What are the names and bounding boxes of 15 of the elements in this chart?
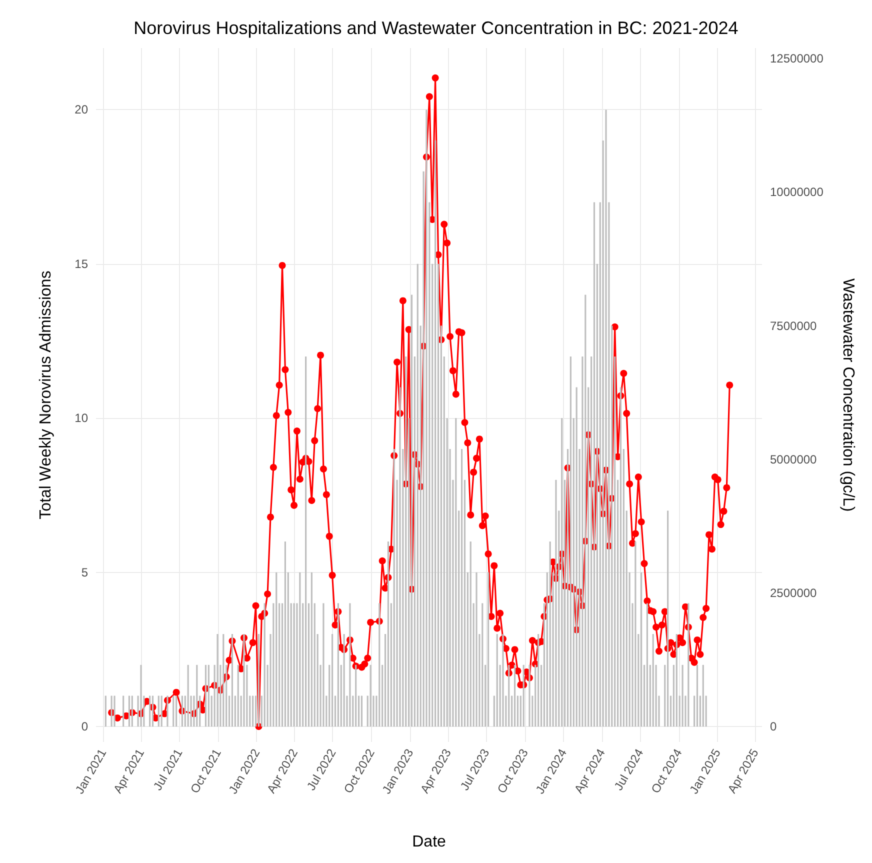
y-tick-label: 20 bbox=[74, 102, 88, 117]
y2-tick-label: 0 bbox=[770, 720, 777, 734]
y2-axis-title: Wastewater Concentration (gc/L) bbox=[840, 278, 856, 512]
x-axis-title: Date bbox=[412, 834, 446, 850]
y2-tick-label: 12500000 bbox=[770, 52, 824, 66]
y2-tick-label: 7500000 bbox=[770, 318, 818, 333]
y-tick-label: 5 bbox=[81, 565, 88, 580]
y-axis-title: Total Weekly Norovirus Admissions bbox=[38, 270, 54, 520]
y2-tick-label: 5000000 bbox=[770, 452, 818, 466]
y-tick-label: 0 bbox=[81, 720, 88, 734]
y2-tick-label: 2500000 bbox=[770, 586, 818, 600]
y-tick-label: 15 bbox=[74, 256, 88, 271]
y2-tick-label: 10000000 bbox=[770, 185, 824, 200]
chart-title: Norovirus Hospitalizations and Wastewater Concentration in BC: 2021-2024 bbox=[134, 18, 738, 38]
y-tick-label: 10 bbox=[74, 411, 88, 426]
